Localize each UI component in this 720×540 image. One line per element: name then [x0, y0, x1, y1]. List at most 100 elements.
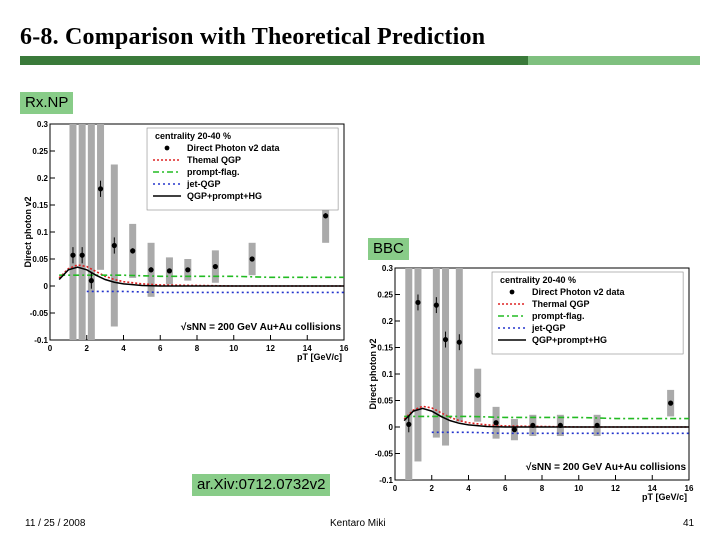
data-point	[130, 248, 136, 254]
theory-curve	[59, 274, 344, 279]
y-tick-label: -0.1	[379, 476, 393, 485]
y-tick-label: 0.15	[377, 344, 393, 353]
chart-svg: 0 2 4 6 8 10 12 14 16 -0.1 -0.05 0 0.05 0.1 0.15 0.2 0.2…	[368, 264, 694, 502]
collision-annotation: √sNN = 200 GeV Au+Au collisions	[181, 322, 342, 333]
y-tick-label: 0.15	[32, 201, 48, 210]
x-tick-label: 14	[303, 344, 312, 353]
data-point	[111, 242, 117, 249]
systematic-error-box	[69, 124, 77, 340]
x-tick-label: 0	[48, 344, 53, 353]
x-tick-label: 4	[121, 344, 126, 353]
x-tick-label: 14	[648, 484, 657, 493]
legend-label: Themal QGP	[187, 155, 241, 165]
y-tick-label: -0.05	[375, 450, 394, 459]
x-tick-label: 0	[393, 484, 398, 493]
legend-label: prompt-flag.	[187, 167, 240, 177]
footer-author: Kentaro Miki	[330, 518, 386, 529]
data-point	[442, 336, 449, 343]
y-tick-label: 0.05	[377, 397, 393, 406]
legend-label: jet-QGP	[531, 323, 566, 333]
chart-svg: 0 2 4 6 8 10 12 14 16 -0.1 -0.05 0 0.05 0.1 0.15 0.2 0.2…	[23, 120, 349, 362]
data-point	[212, 263, 218, 270]
y-tick-label: -0.05	[30, 309, 49, 318]
systematic-error-box	[414, 268, 422, 462]
x-tick-label: 16	[685, 484, 694, 493]
y-tick-label: 0	[389, 423, 394, 432]
systematic-error-box	[442, 268, 450, 446]
systematic-error-box	[78, 124, 86, 340]
rxnp-label: Rx.NP	[20, 92, 74, 114]
x-tick-label: 12	[611, 484, 620, 493]
legend-label: QGP+prompt+HG	[187, 191, 262, 201]
theory-curve	[404, 415, 689, 420]
legend-marker-data	[164, 145, 170, 151]
y-tick-label: 0.25	[32, 147, 48, 156]
y-tick-label: 0.3	[37, 120, 49, 129]
x-tick-label: 4	[466, 484, 471, 493]
data-point	[70, 252, 76, 258]
data-point	[456, 339, 462, 345]
data-point	[668, 400, 674, 406]
y-tick-label: 0.3	[382, 264, 394, 273]
x-tick-label: 8	[195, 344, 200, 353]
chart-bbc: 0 2 4 6 8 10 12 14 16 -0.1 -0.05 0 0.05 0.1 0.15 0.2 0.2…	[365, 262, 695, 502]
y-tick-label: 0.2	[37, 174, 49, 183]
theory-curve	[58, 266, 344, 287]
data-point	[475, 392, 481, 398]
legend-label-data: Direct Photon v2 data	[187, 143, 281, 153]
systematic-error-box	[405, 268, 413, 480]
x-tick-label: 2	[85, 344, 90, 353]
data-point	[79, 252, 85, 258]
data-point	[406, 421, 412, 427]
y-tick-label: 0.05	[32, 255, 48, 264]
x-tick-label: 2	[430, 484, 435, 493]
data-point	[433, 302, 439, 308]
y-axis-title: Direct photon v2	[368, 338, 378, 409]
legend-label: jet-QGP	[186, 179, 221, 189]
footer-page-number: 41	[683, 518, 695, 529]
data-point	[249, 256, 255, 262]
y-tick-label: 0.1	[382, 370, 394, 379]
theory-curve	[403, 407, 689, 428]
collision-annotation: √sNN = 200 GeV Au+Au collisions	[526, 462, 687, 473]
x-tick-label: 16	[340, 344, 349, 353]
data-point	[323, 213, 329, 219]
x-tick-label: 6	[503, 484, 508, 493]
data-point	[415, 299, 421, 306]
data-point	[511, 427, 518, 433]
data-point	[97, 186, 104, 192]
data-point	[530, 422, 536, 429]
data-point	[166, 268, 173, 274]
systematic-error-box	[87, 124, 95, 340]
bbc-label: BBC	[368, 238, 409, 260]
legend-marker-data	[509, 289, 515, 295]
data-point	[493, 420, 499, 426]
title-underline-bar	[20, 56, 528, 65]
legend-title: centrality 20-40 %	[155, 131, 231, 141]
x-axis-title: pT [GeV/c]	[297, 352, 342, 362]
data-point	[88, 278, 94, 284]
x-tick-label: 6	[158, 344, 163, 353]
y-tick-label: 0.25	[377, 291, 393, 300]
data-point	[148, 267, 154, 273]
footer-date: 11 / 25 / 2008	[25, 518, 86, 529]
y-tick-label: 0.2	[382, 317, 394, 326]
legend-label: Thermal QGP	[532, 299, 590, 309]
y-tick-label: 0	[44, 282, 49, 291]
y-tick-label: 0.1	[37, 228, 49, 237]
x-axis-title: pT [GeV/c]	[642, 492, 687, 502]
legend-label-data: Direct Photon v2 data	[532, 287, 626, 297]
chart-rxnp: 0 2 4 6 8 10 12 14 16 -0.1 -0.05 0 0.05 0.1 0.15 0.2 0.2…	[20, 118, 350, 362]
x-tick-label: 8	[540, 484, 545, 493]
theory-curve	[86, 290, 344, 294]
x-tick-label: 10	[229, 344, 238, 353]
data-point	[185, 267, 191, 273]
x-tick-label: 12	[266, 344, 275, 353]
slide-title: 6-8. Comparison with Theoretical Predict…	[20, 24, 486, 50]
data-point	[594, 422, 600, 429]
title-underline-accent	[528, 56, 700, 65]
systematic-error-box	[432, 268, 440, 438]
data-point	[557, 422, 563, 429]
y-axis-title: Direct photon v2	[23, 196, 33, 267]
y-tick-label: -0.1	[34, 336, 48, 345]
